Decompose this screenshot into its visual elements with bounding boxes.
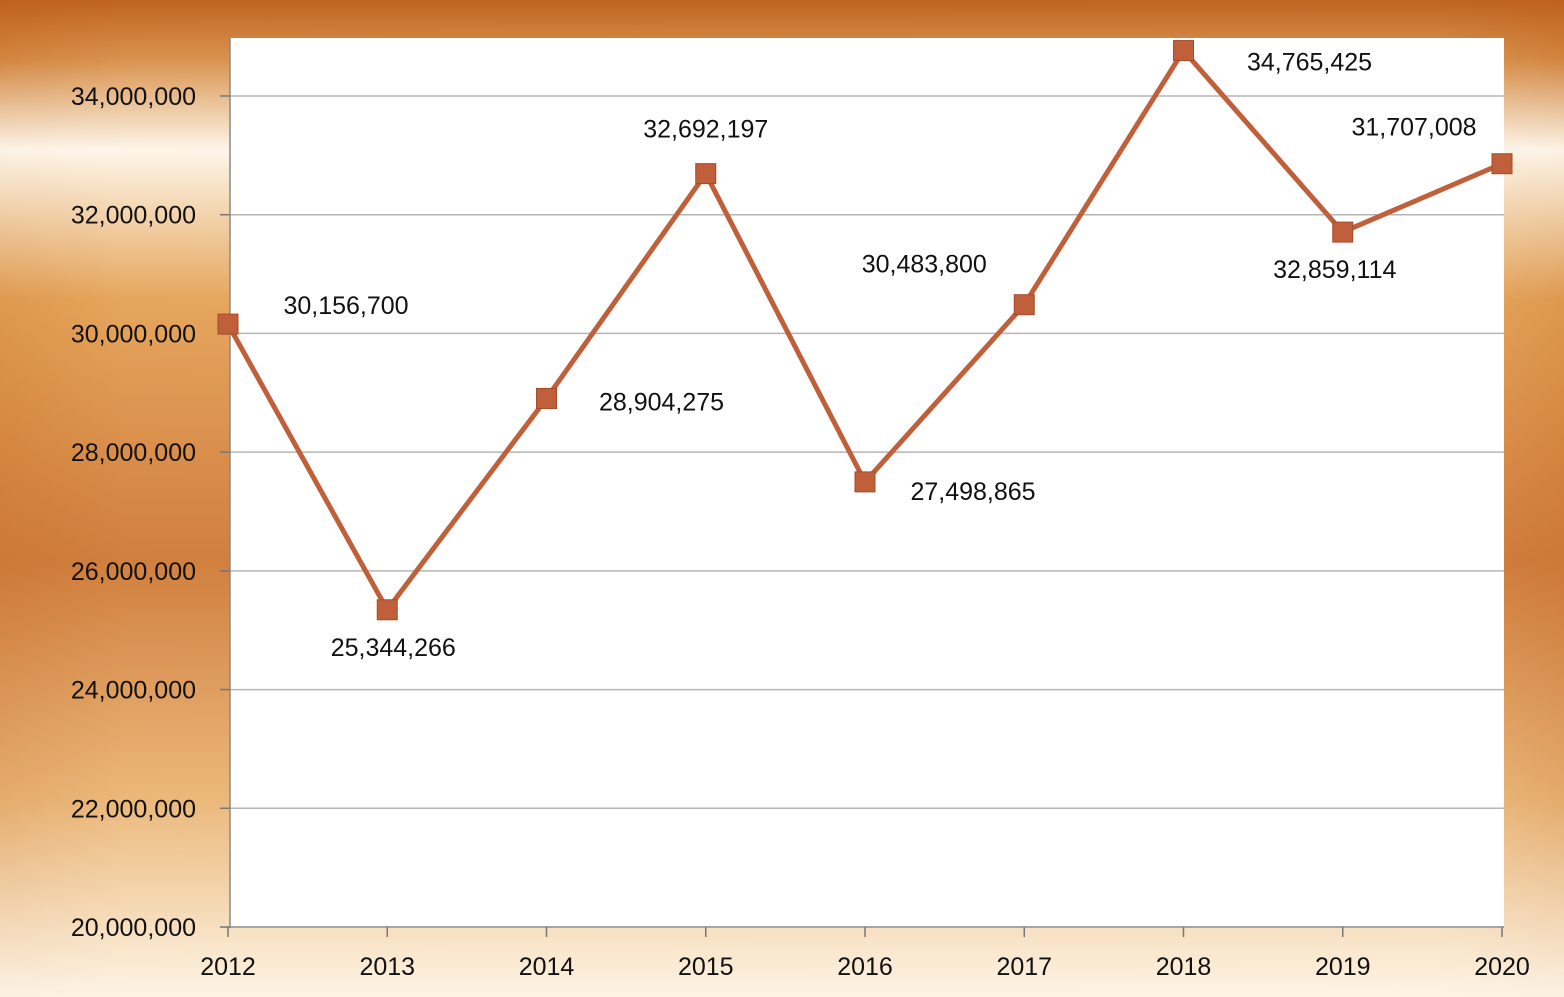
y-tick-label-4: 28,000,000 xyxy=(71,439,196,467)
y-tick-label-3: 26,000,000 xyxy=(71,558,196,586)
data-labels: 30,156,700 25,344,266 28,904,275 32,692,197… xyxy=(283,49,1476,662)
data-point-2017 xyxy=(1013,294,1035,316)
y-tick-label-0: 20,000,000 xyxy=(71,914,196,942)
x-tick-label-8: 2020 xyxy=(1474,953,1530,981)
data-point-2020 xyxy=(1491,153,1513,175)
x-tick-label-3: 2015 xyxy=(678,953,734,981)
y-tick-label-6: 32,000,000 xyxy=(71,202,196,230)
gridlines xyxy=(230,95,1504,810)
data-label-2016: 27,498,865 xyxy=(910,478,1035,506)
data-point-2013 xyxy=(376,599,398,621)
data-label-2015: 32,692,197 xyxy=(643,116,768,144)
x-tick-label-4: 2016 xyxy=(837,953,893,981)
series-layer xyxy=(217,40,1513,621)
x-tick-label-1: 2013 xyxy=(359,953,415,981)
data-label-2013: 25,344,266 xyxy=(331,634,456,662)
y-tick-label-7: 34,000,000 xyxy=(71,83,196,111)
x-tick-label-6: 2018 xyxy=(1156,953,1212,981)
data-point-2016 xyxy=(854,471,876,493)
data-label-2019: 32,859,114 xyxy=(1273,256,1396,284)
x-tick-label-5: 2017 xyxy=(996,953,1052,981)
x-tick-label-7: 2019 xyxy=(1315,953,1371,981)
axes: 20,000,000 22,000,000 24,000,000 26,000,000… xyxy=(71,38,1530,981)
data-label-2014: 28,904,275 xyxy=(599,388,724,416)
y-tick-label-2: 24,000,000 xyxy=(71,677,196,705)
data-label-2020: 31,707,008 xyxy=(1351,114,1476,142)
data-label-2012: 30,156,700 xyxy=(283,292,408,320)
data-point-2018 xyxy=(1173,40,1194,62)
x-tick-label-2: 2014 xyxy=(519,953,575,981)
data-point-2015 xyxy=(695,163,717,185)
data-point-2019 xyxy=(1332,221,1354,243)
data-point-2014 xyxy=(536,387,557,409)
data-point-2012 xyxy=(217,313,239,335)
data-label-2018: 34,765,425 xyxy=(1247,49,1372,77)
y-tick-label-5: 30,000,000 xyxy=(71,320,196,348)
y-tick-label-1: 22,000,000 xyxy=(71,795,196,823)
x-tick-label-0: 2012 xyxy=(200,953,256,981)
data-label-2017: 30,483,800 xyxy=(862,251,987,279)
